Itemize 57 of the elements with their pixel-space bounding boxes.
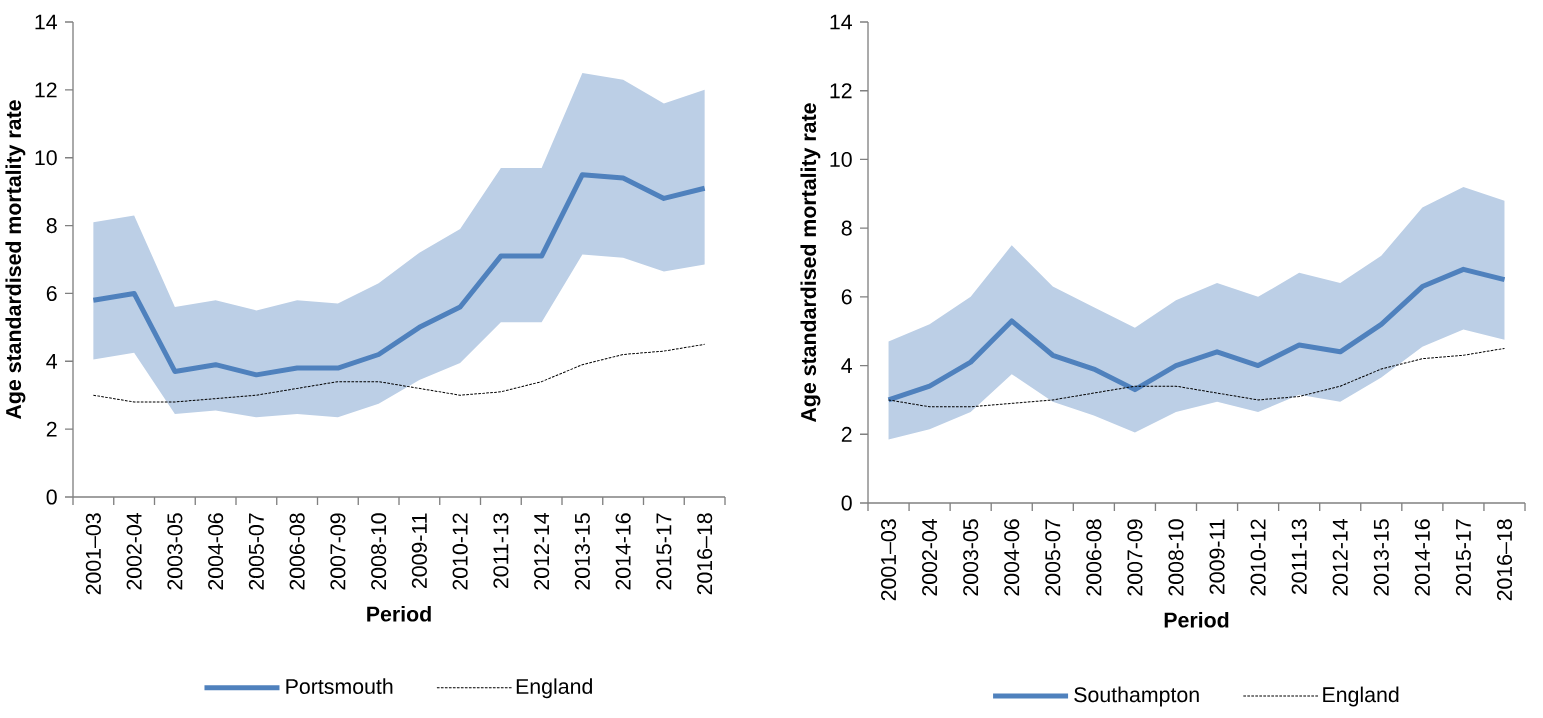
x-tick-label: 2013-15	[1373, 519, 1389, 596]
x-tick-label: 2007-09	[330, 513, 346, 590]
y-tick-label: 10	[35, 150, 57, 166]
x-tick-label: 2001–03	[880, 519, 897, 601]
x-tick-label: 2008-10	[1168, 519, 1184, 596]
x-tick-label: 2006-08	[1086, 519, 1102, 596]
x-tick-label: 2001–03	[85, 513, 101, 595]
line-series	[888, 347, 1505, 408]
x-tick-label: 2016–18	[697, 513, 713, 595]
y-tick-label: 6	[46, 285, 57, 301]
y-tick-label: 14	[35, 14, 57, 30]
x-tick-label: 2010-12	[1250, 519, 1266, 596]
x-tick-label: 2016–18	[1496, 519, 1513, 601]
x-tick-label: 2002-04	[126, 513, 142, 590]
y-axis-title: Age standardised mortality rate	[5, 100, 26, 420]
y-tick-label: 8	[46, 218, 57, 234]
y-tick-label: 10	[830, 151, 852, 167]
x-tick-label: 2012-14	[1332, 519, 1348, 596]
legend-label: England	[516, 678, 592, 699]
legend-label: England	[1323, 686, 1399, 707]
y-tick-label: 2	[46, 421, 57, 437]
x-tick-label: 2014-16	[1414, 519, 1430, 596]
x-axis-title: Period	[1164, 611, 1229, 628]
legend-label: Southampton	[1074, 686, 1199, 707]
y-tick-label: 4	[46, 353, 57, 369]
y-tick-label: 0	[46, 489, 57, 505]
x-tick-label: 2009-11	[411, 513, 427, 589]
y-tick-label: 14	[830, 14, 852, 30]
x-tick-label: 2008-10	[371, 513, 387, 590]
x-tick-label: 2002-04	[922, 519, 938, 596]
x-tick-label: 2015-17	[1455, 519, 1471, 596]
x-tick-label: 2003-05	[963, 519, 979, 596]
x-tick-label: 2005-07	[248, 513, 264, 590]
x-tick-label: 2006-08	[289, 513, 305, 590]
x-axis-title: Period	[367, 605, 431, 622]
x-tick-label: 2005-07	[1045, 519, 1061, 596]
y-tick-label: 0	[841, 495, 852, 511]
x-tick-label: 2014-16	[615, 513, 631, 590]
x-tick-label: 2011-13	[1291, 519, 1307, 595]
x-tick-label: 2015-17	[656, 513, 672, 590]
x-tick-label: 2007-09	[1127, 519, 1143, 596]
y-axis-title: Age standardised mortality rate	[800, 103, 821, 423]
x-tick-label: 2011-13	[493, 513, 509, 589]
y-tick-label: 4	[841, 358, 852, 373]
x-tick-label: 2010-12	[452, 513, 468, 590]
y-tick-label: 6	[841, 289, 852, 305]
x-tick-label: 2009-11	[1209, 519, 1225, 595]
x-tick-label: 2012-14	[534, 513, 550, 590]
y-tick-label: 2	[841, 426, 852, 442]
y-tick-label: 12	[830, 83, 852, 99]
x-tick-label: 2013-15	[574, 513, 590, 590]
y-tick-label: 12	[35, 82, 57, 98]
x-tick-label: 2004-06	[1004, 519, 1020, 596]
x-tick-label: 2003-05	[167, 513, 183, 590]
x-tick-label: 2004-06	[208, 513, 224, 590]
legend-label: Portsmouth	[286, 678, 393, 695]
y-tick-label: 8	[841, 220, 852, 236]
